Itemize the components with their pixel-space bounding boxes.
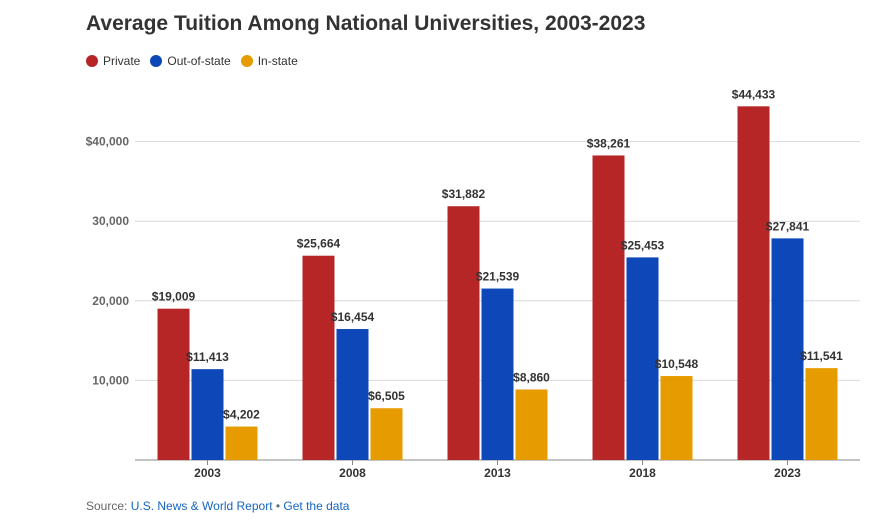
data-label: $10,548 [655, 357, 699, 371]
footer-separator: • [272, 499, 284, 513]
x-tick-label: 2008 [339, 466, 366, 480]
bar-in-state-2003 [225, 426, 258, 460]
footer-prefix: Source: [86, 499, 131, 513]
bar-out-of-state-2003 [191, 369, 224, 460]
bar-out-of-state-2008 [336, 329, 369, 460]
source-link[interactable]: U.S. News & World Report [130, 499, 273, 513]
y-tick-label: 10,000 [92, 373, 129, 387]
legend-item-out-of-state[interactable]: Out-of-state [150, 54, 231, 68]
data-label: $21,539 [476, 270, 520, 284]
legend-label-in-state: In-state [257, 54, 298, 68]
legend-swatch-private [86, 55, 98, 67]
legend: Private Out-of-state In-state [86, 54, 308, 68]
data-label: $11,541 [800, 349, 843, 363]
data-label: $11,413 [186, 350, 229, 364]
bar-private-2003 [157, 308, 190, 460]
legend-item-in-state[interactable]: In-state [240, 54, 298, 68]
x-tick-label: 2003 [194, 466, 221, 480]
legend-label-out-of-state: Out-of-state [167, 54, 231, 68]
data-label: $27,841 [766, 219, 810, 233]
bar-out-of-state-2023 [771, 238, 804, 460]
data-label: $6,505 [368, 389, 405, 403]
bar-private-2018 [592, 155, 625, 460]
data-label: $25,664 [297, 237, 341, 251]
data-label: $38,261 [587, 136, 631, 150]
x-tick-label: 2018 [629, 466, 656, 480]
bar-out-of-state-2013 [481, 288, 514, 460]
bar-in-state-2013 [515, 389, 548, 460]
y-tick-label: 30,000 [92, 214, 129, 228]
legend-swatch-in-state [240, 55, 253, 67]
data-label: $31,882 [442, 187, 486, 201]
bar-private-2023 [737, 106, 770, 460]
data-label: $44,433 [732, 87, 776, 101]
footer: Source: U.S. News & World Report • Get t… [86, 499, 349, 513]
bar-in-state-2018 [660, 376, 693, 460]
legend-label-private: Private [103, 54, 141, 68]
bar-in-state-2008 [370, 408, 403, 460]
chart-title: Average Tuition Among National Universit… [86, 12, 646, 35]
y-tick-label: 20,000 [92, 294, 129, 308]
x-tick-label: 2013 [484, 466, 511, 480]
bar-private-2008 [302, 255, 335, 460]
data-label: $4,202 [223, 408, 260, 422]
get-data-link[interactable]: Get the data [283, 499, 350, 513]
data-label: $25,453 [621, 238, 665, 252]
bar-private-2013 [447, 206, 480, 460]
legend-item-private[interactable]: Private [86, 54, 140, 68]
data-label: $8,860 [513, 370, 550, 384]
bar-out-of-state-2018 [626, 257, 659, 460]
legend-swatch-out-of-state [150, 55, 163, 67]
x-tick-label: 2023 [774, 466, 801, 480]
data-label: $19,009 [152, 290, 196, 304]
y-tick-label: $40,000 [86, 135, 130, 149]
bar-in-state-2023 [805, 368, 838, 460]
data-label: $16,454 [331, 310, 375, 324]
